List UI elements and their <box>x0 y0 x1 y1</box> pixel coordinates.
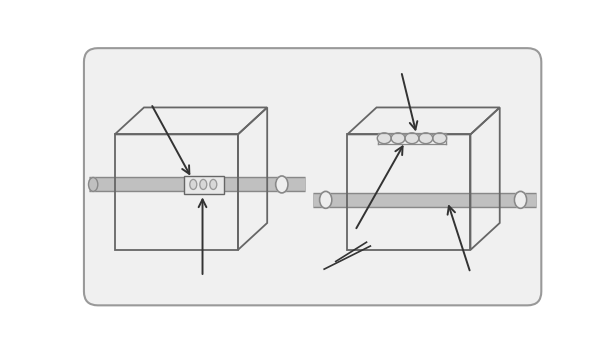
Ellipse shape <box>514 191 526 208</box>
Ellipse shape <box>320 191 332 208</box>
Ellipse shape <box>200 180 207 189</box>
Ellipse shape <box>405 133 419 144</box>
FancyBboxPatch shape <box>84 48 541 305</box>
Ellipse shape <box>391 133 405 144</box>
Ellipse shape <box>432 133 447 144</box>
Ellipse shape <box>88 177 98 191</box>
Bar <box>184 176 224 195</box>
Ellipse shape <box>378 133 391 144</box>
Ellipse shape <box>190 180 197 189</box>
Ellipse shape <box>210 180 217 189</box>
Ellipse shape <box>419 133 432 144</box>
Ellipse shape <box>276 176 288 193</box>
